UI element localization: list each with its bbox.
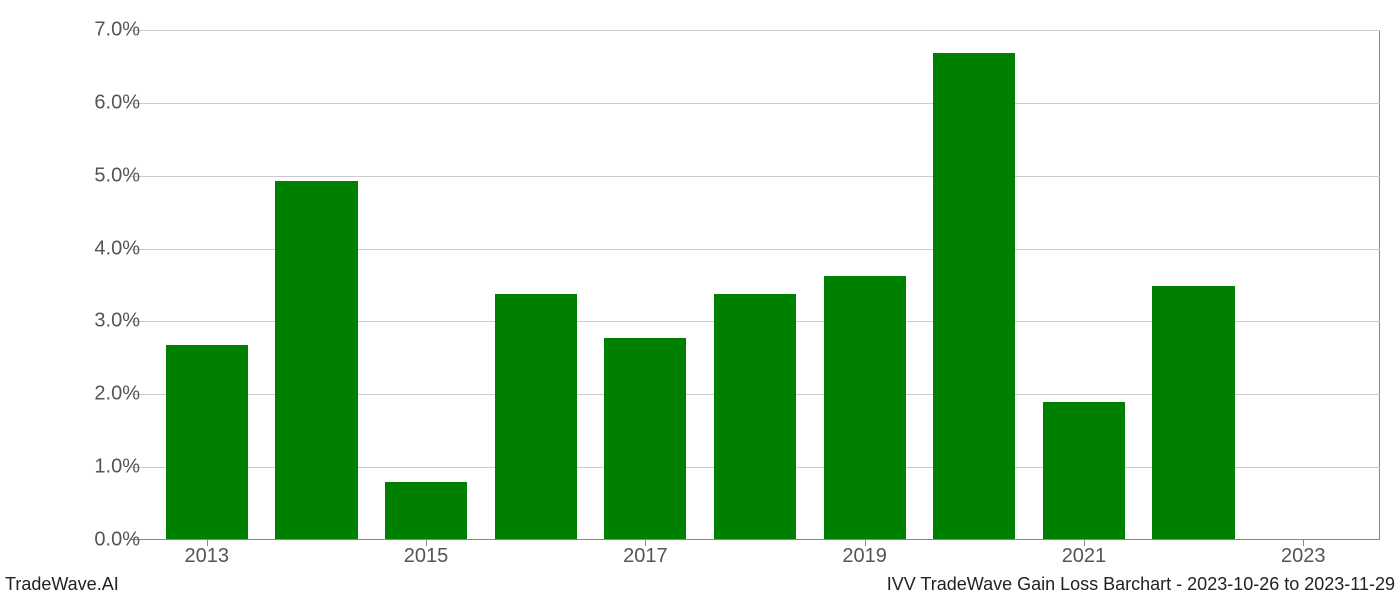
bar (166, 345, 248, 540)
gridline (130, 103, 1380, 104)
footer-brand: TradeWave.AI (5, 574, 119, 595)
y-tick-label: 3.0% (80, 310, 140, 333)
bar (933, 53, 1015, 540)
bar (495, 294, 577, 540)
bar (1152, 286, 1234, 540)
x-tick-label: 2017 (623, 545, 668, 568)
bar (1043, 402, 1125, 540)
y-tick-label: 2.0% (80, 383, 140, 406)
x-tick-label: 2019 (842, 545, 887, 568)
bar (385, 482, 467, 540)
gridline (130, 30, 1380, 31)
y-tick-label: 4.0% (80, 237, 140, 260)
bar (714, 294, 796, 540)
y-tick-label: 6.0% (80, 91, 140, 114)
x-tick-label: 2013 (185, 545, 230, 568)
footer-caption: IVV TradeWave Gain Loss Barchart - 2023-… (887, 574, 1395, 595)
bar (604, 338, 686, 540)
chart-plot-area (130, 30, 1380, 540)
x-axis-line (130, 539, 1380, 540)
y-tick-label: 0.0% (80, 529, 140, 552)
x-tick-label: 2015 (404, 545, 449, 568)
bar (824, 276, 906, 540)
gridline (130, 176, 1380, 177)
x-tick-label: 2021 (1062, 545, 1107, 568)
x-tick-label: 2023 (1281, 545, 1326, 568)
bar (275, 181, 357, 540)
y-tick-label: 7.0% (80, 19, 140, 42)
y-tick-label: 1.0% (80, 456, 140, 479)
y-tick-label: 5.0% (80, 164, 140, 187)
